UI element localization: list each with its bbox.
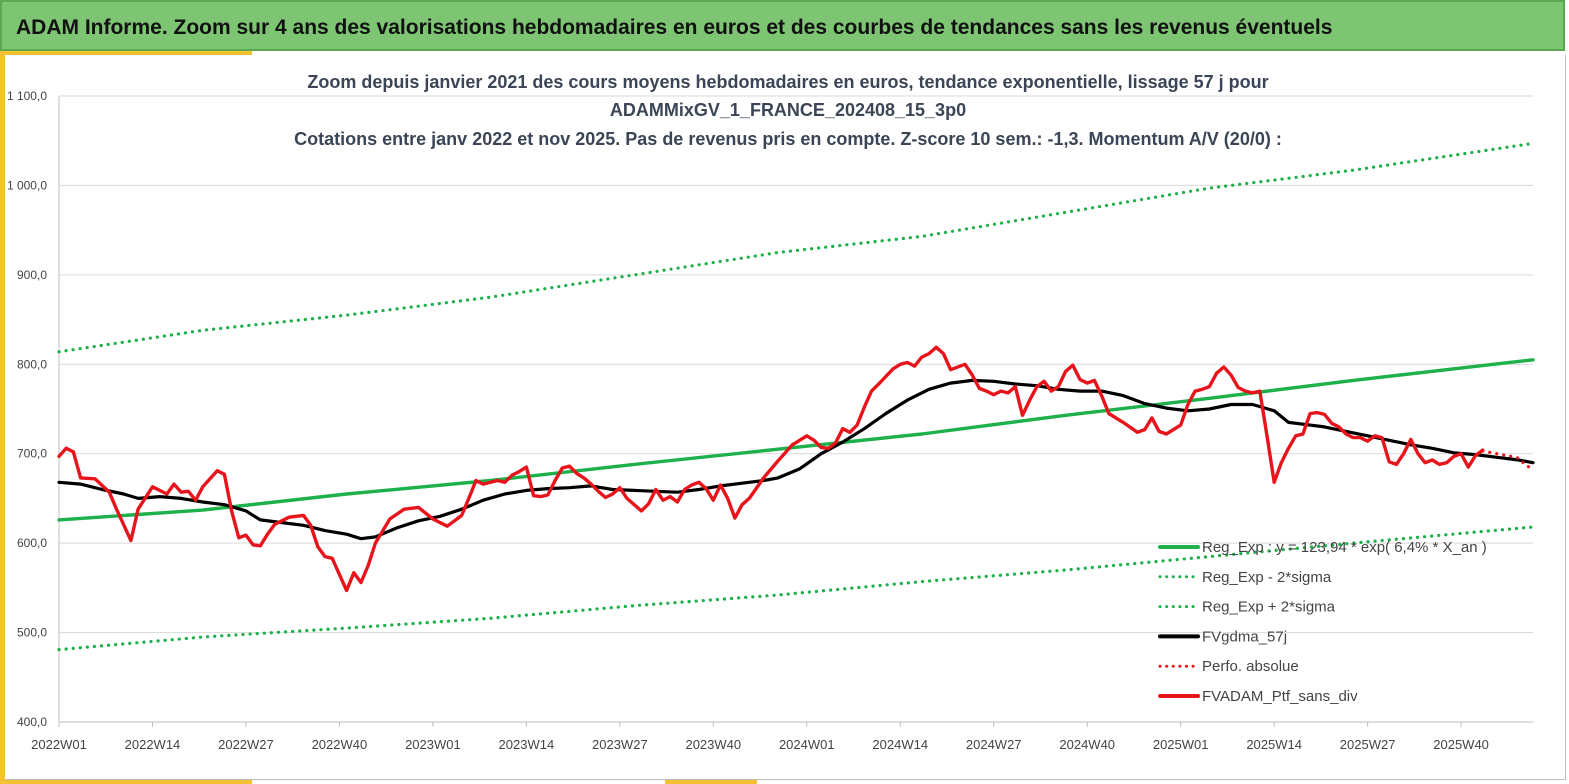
legend: Reg_Exp : y = 123,94 * exp( 6,4% * X_an … [1158,539,1487,705]
x-tick-label: 2025W27 [1340,737,1396,752]
y-tick-label: 700,0 [17,447,47,461]
x-tick-label: 2023W14 [499,737,555,752]
banner-title: ADAM Informe. Zoom sur 4 ans des valoris… [16,16,1333,39]
x-tick-label: 2025W14 [1246,737,1302,752]
y-tick-label: 800,0 [17,357,47,371]
x-tick-label: 2022W27 [218,737,274,752]
series-line-reg-exp-2-sigma [57,525,1535,652]
accent-bar-bottom [0,780,252,784]
x-tick-label: 2024W14 [872,737,928,752]
legend-label: FVgdma_57j [1202,628,1287,645]
y-tick-label: 500,0 [17,626,47,640]
accent-bar-top [0,51,252,55]
chart-title-line-3: Cotations entre janv 2022 et nov 2025. P… [294,129,1282,149]
x-tick-label: 2023W40 [685,737,741,752]
x-tick-label: 2025W01 [1153,737,1209,752]
legend-label: Reg_Exp + 2*sigma [1202,599,1336,616]
series-line-fvgdma-57j [57,378,1535,541]
report-banner: ADAM Informe. Zoom sur 4 ans des valoris… [0,0,1565,51]
y-tick-label: 1 100,0 [7,89,47,103]
accent-bar-left [0,51,5,784]
y-tick-label: 400,0 [17,715,47,729]
legend-label: Reg_Exp : y = 123,94 * exp( 6,4% * X_an … [1202,539,1487,556]
chart-title-line-2: ADAMMixGV_1_FRANCE_202408_15_3p0 [610,100,966,120]
legend-label: Perfo. absolue [1202,658,1299,675]
accent-bar-bottom-2 [665,780,757,784]
axes: 400,0 500,0 600,0 700,0 800,0 900,0 1 000,0 1 1… [7,89,1533,752]
y-tick-label: 1 000,0 [7,178,47,192]
chart-title-line-1: Zoom depuis janvier 2021 des cours moyen… [307,72,1268,92]
legend-label: Reg_Exp - 2*sigma [1202,569,1332,586]
y-tick-label: 600,0 [17,536,47,550]
series-line-reg-exp-2-sigma [57,141,1535,354]
y-tick-label: 900,0 [17,268,47,282]
x-tick-label: 2024W40 [1059,737,1115,752]
legend-label: FVADAM_Ptf_sans_div [1202,688,1358,705]
x-tick-label: 2022W01 [31,737,87,752]
chart-title: Zoom depuis janvier 2021 des cours moyen… [294,72,1282,149]
x-tick-label: 2022W40 [312,737,368,752]
series-line-reg-exp-y-123-94-exp-6-4-x-an [57,358,1535,522]
chart-frame [5,55,1566,780]
x-tick-label: 2024W27 [966,737,1022,752]
x-tick-label: 2023W27 [592,737,648,752]
x-tick-label: 2022W14 [125,737,181,752]
x-tick-label: 2024W01 [779,737,835,752]
grid [59,95,1533,634]
x-tick-label: 2023W01 [405,737,461,752]
series-line-fvadam-ptf-sans-div [57,345,1485,593]
x-tick-label: 2025W40 [1433,737,1489,752]
series-layer [57,141,1535,652]
